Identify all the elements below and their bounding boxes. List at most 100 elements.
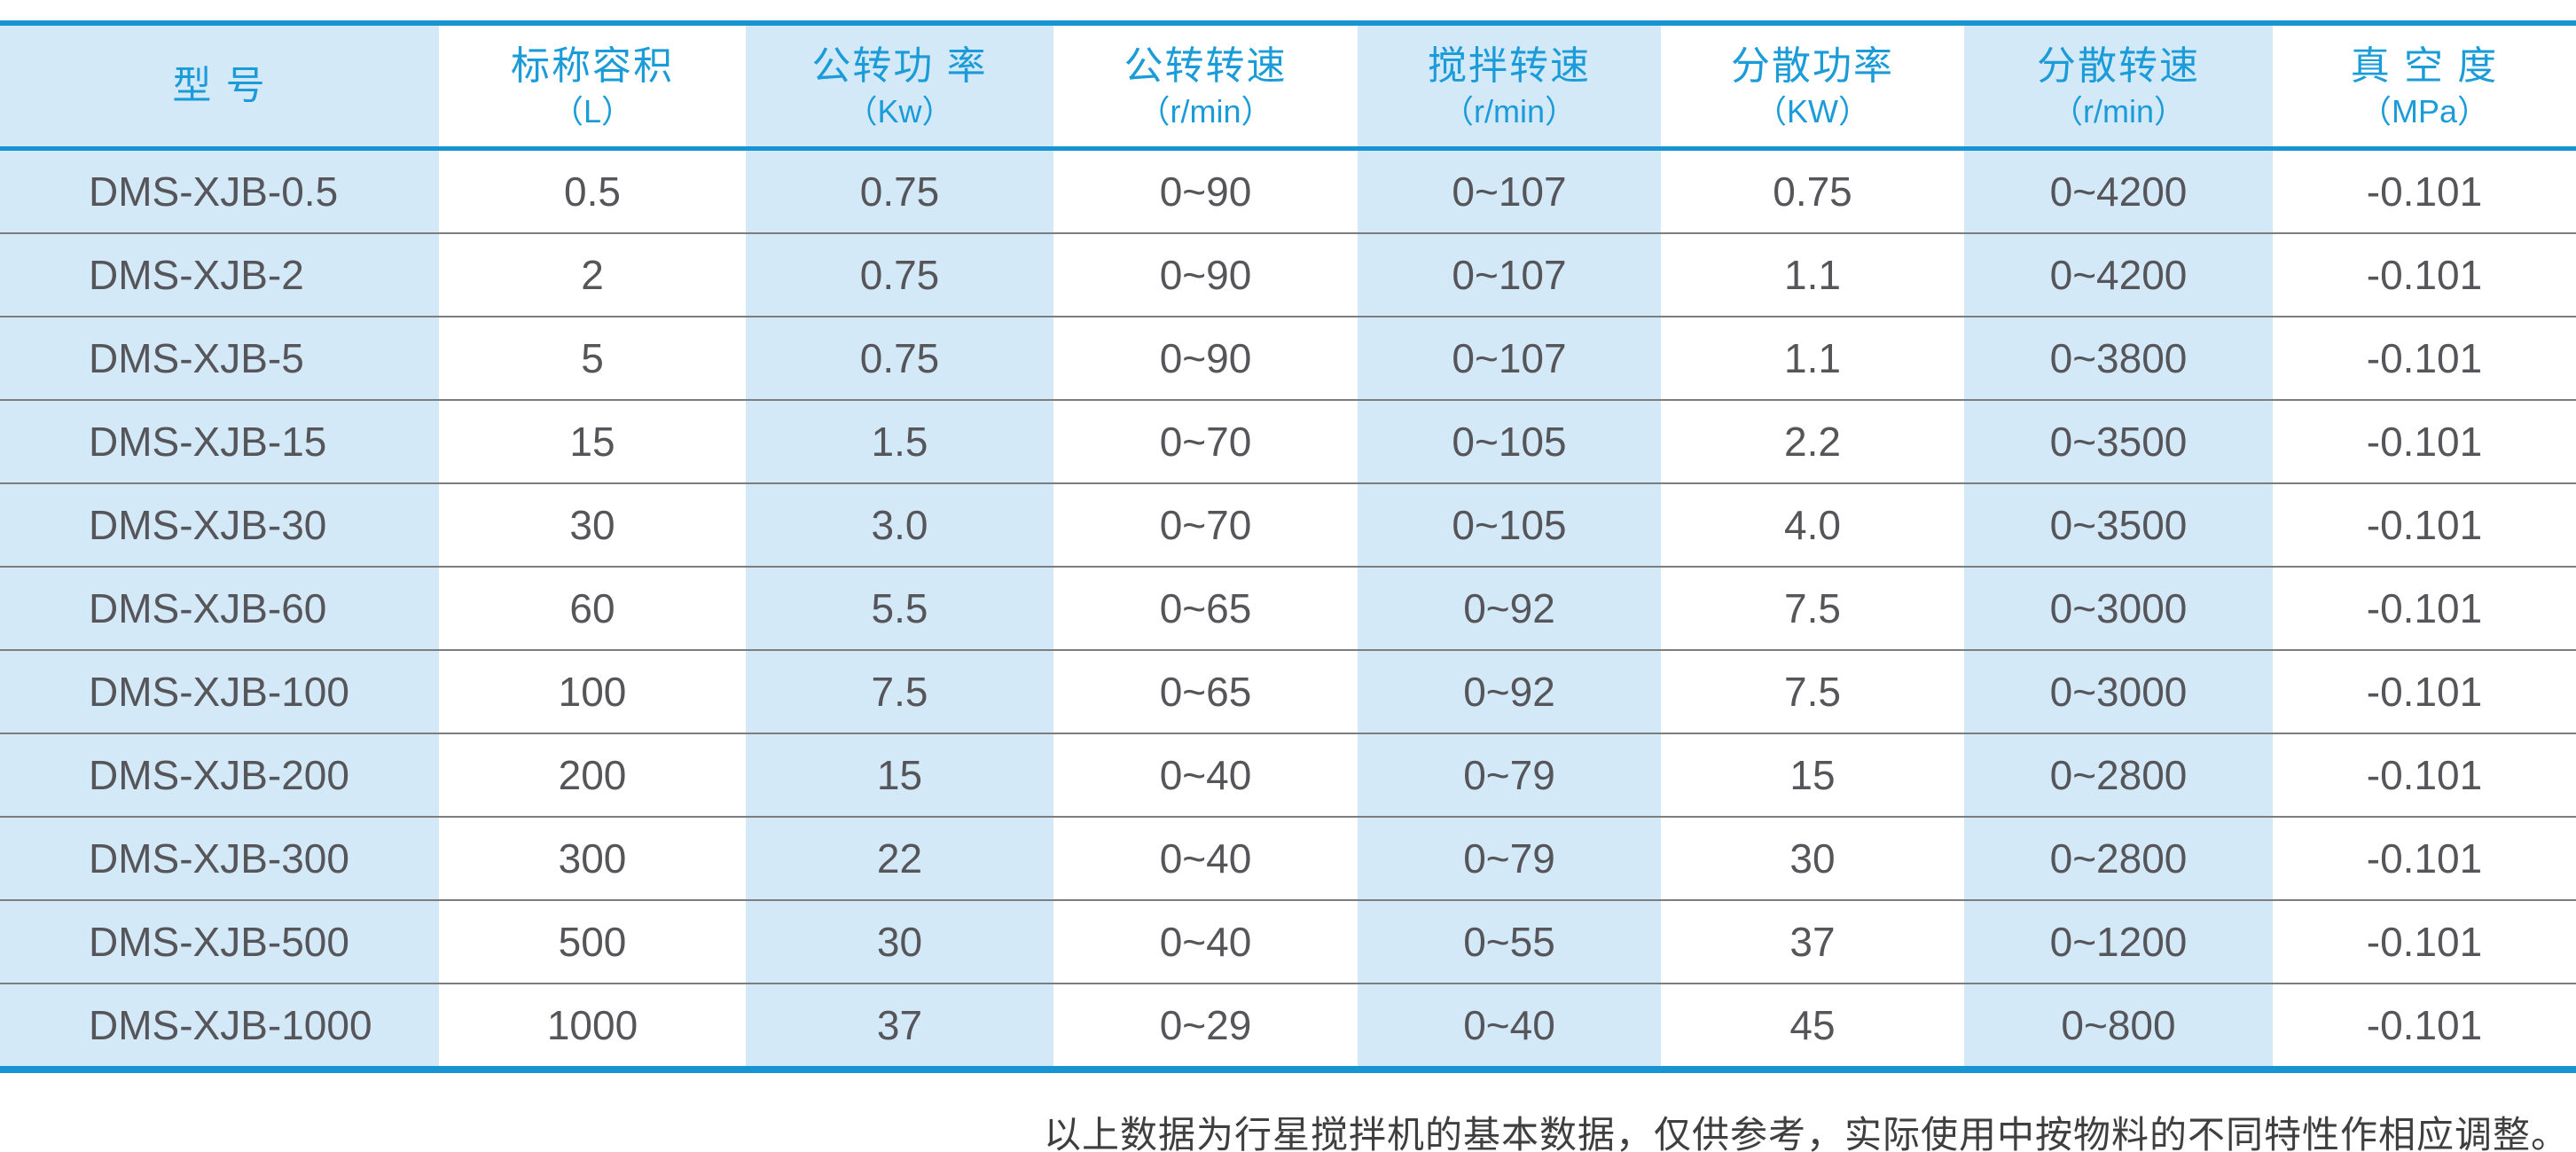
table-row: DMS-XJB-2 2 0.75 0~90 0~107 1.1 0~4200 -0.101 (0, 234, 2576, 317)
table-cell: 0~40 (1159, 919, 1252, 965)
header-dispersion-power: 分散功率 （KW） (1661, 26, 1964, 146)
table-cell: 0~65 (1159, 669, 1252, 715)
table-cell: 0~105 (1358, 401, 1661, 482)
table-row: DMS-XJB-300 300 22 0~40 0~79 30 0~2800 -0.101 (0, 818, 2576, 901)
table-cell: 1.1 (1784, 335, 1841, 381)
table-cell: -0.101 (2366, 669, 2483, 715)
table-cell: 0.75 (1773, 168, 1852, 215)
table-row: DMS-XJB-0.5 0.5 0.75 0~90 0~107 0.75 0~4200 -0.… (0, 151, 2576, 234)
model-cell: DMS-XJB-5 (0, 317, 439, 399)
table-cell: 0~79 (1358, 818, 1661, 899)
table-cell: 0~40 (1358, 984, 1661, 1066)
header-stirring-speed: 搅拌转速 （r/min） (1358, 26, 1661, 146)
table-cell: 3.0 (746, 484, 1053, 566)
header-revolution-power: 公转功 率 （Kw） (746, 26, 1053, 146)
table-cell: 0~90 (1159, 168, 1252, 215)
table-cell: -0.101 (2366, 835, 2483, 882)
header-label: 分散功率 (1731, 43, 1894, 88)
table-row: DMS-XJB-500 500 30 0~40 0~55 37 0~1200 -0.101 (0, 901, 2576, 984)
header-label: 公转功 率 (811, 43, 988, 88)
header-label: 型 号 (172, 63, 267, 107)
table-cell: 0~92 (1358, 651, 1661, 733)
header-label: 公转转速 (1124, 43, 1288, 88)
model-cell: DMS-XJB-200 (0, 734, 439, 816)
table-cell: 15 (569, 419, 615, 465)
table-cell: -0.101 (2366, 752, 2483, 798)
table-cell: 0.5 (564, 168, 621, 215)
table-cell: 0~107 (1358, 151, 1661, 232)
table-header-row: 型 号 标称容积 （L） 公转功 率 （Kw） 公转转速 （r/min） 搅拌转… (0, 26, 2576, 151)
table-cell: 200 (558, 752, 627, 798)
table-cell: 0~105 (1358, 484, 1661, 566)
footnote: 以上数据为行星搅拌机的基本数据，仅供参考，实际使用中按物料的不同特性作相应调整。 (1043, 1113, 2569, 1152)
table-cell: 0~107 (1358, 317, 1661, 399)
table-cell: 0~65 (1159, 585, 1252, 631)
table-cell: 22 (746, 818, 1053, 899)
table-cell: 7.5 (1784, 669, 1841, 715)
table-cell: 0~70 (1159, 419, 1252, 465)
model-cell: DMS-XJB-60 (0, 568, 439, 649)
table-cell: 7.5 (746, 651, 1053, 733)
header-unit: （r/min） (1138, 93, 1273, 130)
model-cell: DMS-XJB-1000 (0, 984, 439, 1066)
table-cell: 30 (746, 901, 1053, 983)
table-cell: 0~3500 (1964, 484, 2273, 566)
table-cell: -0.101 (2366, 585, 2483, 631)
table-row: DMS-XJB-30 30 3.0 0~70 0~105 4.0 0~3500 -0.101 (0, 484, 2576, 568)
table-cell: 0~90 (1159, 335, 1252, 381)
table-cell: 0~3000 (1964, 651, 2273, 733)
header-label: 真 空 度 (2350, 43, 2499, 88)
table-cell: 0.75 (746, 234, 1053, 316)
table-cell: 1.1 (1784, 252, 1841, 298)
table-cell: 7.5 (1784, 585, 1841, 631)
table-cell: 300 (558, 835, 627, 882)
model-cell: DMS-XJB-300 (0, 818, 439, 899)
table-cell: 0~3000 (1964, 568, 2273, 649)
table-cell: 15 (746, 734, 1053, 816)
table-cell: 0~55 (1358, 901, 1661, 983)
table-cell: 30 (569, 502, 615, 548)
model-cell: DMS-XJB-100 (0, 651, 439, 733)
table-cell: 0~79 (1358, 734, 1661, 816)
table-cell: 37 (746, 984, 1053, 1066)
model-cell: DMS-XJB-500 (0, 901, 439, 983)
table-cell: -0.101 (2366, 252, 2483, 298)
table-cell: 45 (1789, 1002, 1836, 1048)
table-cell: -0.101 (2366, 919, 2483, 965)
header-dispersion-speed: 分散转速 （r/min） (1964, 26, 2273, 146)
header-label: 分散转速 (2037, 43, 2200, 88)
table-cell: -0.101 (2366, 419, 2483, 465)
model-cell: DMS-XJB-15 (0, 401, 439, 482)
table-cell: 60 (569, 585, 615, 631)
header-unit: （r/min） (2051, 93, 2186, 130)
table-cell: 1000 (546, 1002, 638, 1048)
table-row: DMS-XJB-60 60 5.5 0~65 0~92 7.5 0~3000 -0.101 (0, 568, 2576, 651)
table-row: DMS-XJB-100 100 7.5 0~65 0~92 7.5 0~3000 -0.101 (0, 651, 2576, 734)
table-cell: -0.101 (2366, 502, 2483, 548)
table-cell: 0~40 (1159, 835, 1252, 882)
table-cell: 37 (1789, 919, 1836, 965)
header-vacuum-degree: 真 空 度 （MPa） (2273, 26, 2576, 146)
header-label: 标称容积 (511, 43, 674, 88)
header-label: 搅拌转速 (1428, 43, 1591, 88)
header-model: 型 号 (0, 26, 439, 146)
table-cell: 5 (581, 335, 604, 381)
table-cell: 1.5 (746, 401, 1053, 482)
table-cell: 0~70 (1159, 502, 1252, 548)
table-cell: 15 (1789, 752, 1836, 798)
table-cell: 0~92 (1358, 568, 1661, 649)
table-cell: 0~800 (1964, 984, 2273, 1066)
table-cell: 30 (1789, 835, 1836, 882)
table-cell: 0~90 (1159, 252, 1252, 298)
table-cell: 0~4200 (1964, 151, 2273, 232)
table-cell: 4.0 (1784, 502, 1841, 548)
model-cell: DMS-XJB-2 (0, 234, 439, 316)
table-cell: 0~2800 (1964, 818, 2273, 899)
table-cell: 500 (558, 919, 627, 965)
table-row: DMS-XJB-1000 1000 37 0~29 0~40 45 0~800 -0.101 (0, 984, 2576, 1066)
table-cell: 2 (581, 252, 604, 298)
table-cell: 0~40 (1159, 752, 1252, 798)
table-cell: 0~4200 (1964, 234, 2273, 316)
model-cell: DMS-XJB-0.5 (0, 151, 439, 232)
table-cell: 5.5 (746, 568, 1053, 649)
